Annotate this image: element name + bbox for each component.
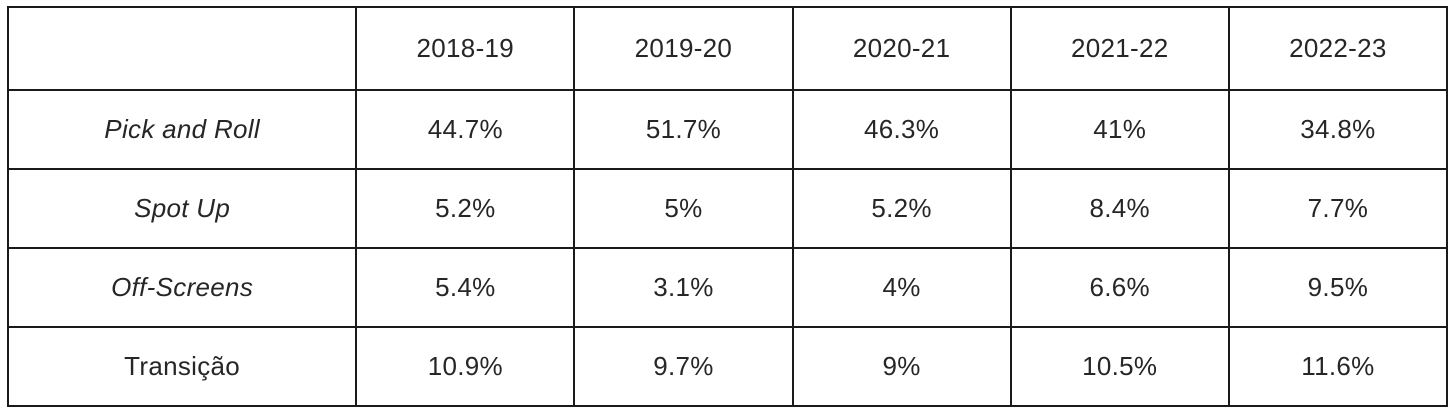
row-label-pick-and-roll: Pick and Roll <box>6 89 358 170</box>
row-label-spot-up: Spot Up <box>6 168 358 249</box>
cell-value-highlighted: 7.7% <box>1227 168 1449 249</box>
cell-value: 10.5% <box>1009 326 1230 407</box>
row-label-transicao: Transição <box>6 326 358 407</box>
cell-value: 6.6% <box>1009 247 1230 328</box>
table-row-spot-up: Spot Up 5.2% 5% 5.2% 8.4% 7.7% <box>6 168 1449 249</box>
cell-value: 5.2% <box>355 168 576 249</box>
header-season-2022-23: 2022-23 <box>1227 6 1449 91</box>
cell-value: 51.7% <box>573 89 794 170</box>
cell-value: 5% <box>573 168 794 249</box>
cell-value-highlighted: 11.6% <box>1227 326 1449 407</box>
row-label-off-screens: Off-Screens <box>6 247 358 328</box>
header-season-2020-21: 2020-21 <box>791 6 1012 91</box>
table-row-off-screens: Off-Screens 5.4% 3.1% 4% 6.6% 9.5% <box>6 247 1449 328</box>
cell-value: 5.2% <box>791 168 1012 249</box>
cell-value: 44.7% <box>355 89 576 170</box>
cell-value: 9% <box>791 326 1012 407</box>
header-season-2018-19: 2018-19 <box>355 6 576 91</box>
cell-value: 41% <box>1009 89 1230 170</box>
table-row-transicao: Transição 10.9% 9.7% 9% 10.5% 11.6% <box>6 326 1449 407</box>
cell-value: 4% <box>791 247 1012 328</box>
table-row-pick-and-roll: Pick and Roll 44.7% 51.7% 46.3% 41% 34.8… <box>6 89 1449 170</box>
header-season-2019-20: 2019-20 <box>573 6 794 91</box>
cell-value-highlighted: 34.8% <box>1227 89 1449 170</box>
table-header-row: 2018-19 2019-20 2020-21 2021-22 2022-23 <box>6 6 1449 91</box>
cell-value: 3.1% <box>573 247 794 328</box>
cell-value: 10.9% <box>355 326 576 407</box>
header-season-2021-22: 2021-22 <box>1009 6 1230 91</box>
cell-value: 46.3% <box>791 89 1012 170</box>
cell-value: 9.7% <box>573 326 794 407</box>
stats-table-container: 2018-19 2019-20 2020-21 2021-22 2022-23 … <box>6 6 1449 407</box>
cell-value-highlighted: 9.5% <box>1227 247 1449 328</box>
play-type-frequency-table: 2018-19 2019-20 2020-21 2021-22 2022-23 … <box>6 6 1449 407</box>
header-empty-cell <box>6 6 358 91</box>
cell-value: 8.4% <box>1009 168 1230 249</box>
cell-value: 5.4% <box>355 247 576 328</box>
